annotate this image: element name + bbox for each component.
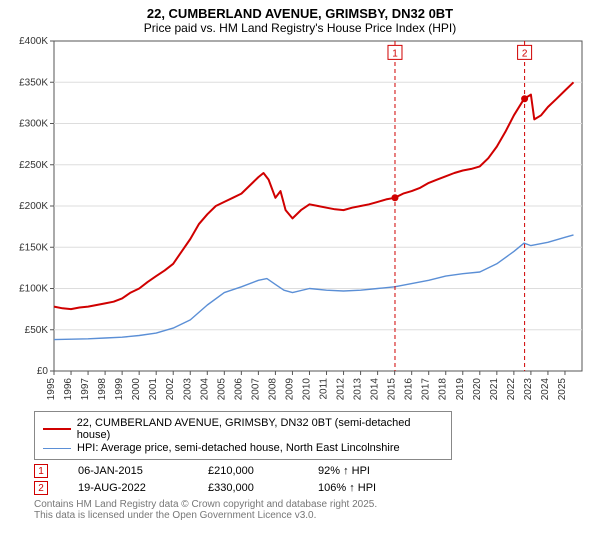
- svg-text:2016: 2016: [404, 378, 415, 401]
- svg-text:2001: 2001: [148, 378, 159, 401]
- svg-text:1995: 1995: [46, 378, 57, 401]
- titles: 22, CUMBERLAND AVENUE, GRIMSBY, DN32 0BT…: [10, 6, 590, 35]
- svg-text:£350K: £350K: [19, 77, 48, 88]
- svg-text:1996: 1996: [63, 378, 74, 401]
- legend-swatch: [43, 428, 71, 430]
- transaction-pct: 92% ↑ HPI: [318, 465, 370, 477]
- svg-text:£200K: £200K: [19, 201, 48, 212]
- svg-text:2025: 2025: [557, 378, 568, 401]
- svg-text:2010: 2010: [301, 378, 312, 401]
- svg-text:2006: 2006: [233, 378, 244, 401]
- svg-text:2008: 2008: [267, 378, 278, 401]
- svg-text:2012: 2012: [336, 378, 347, 401]
- svg-text:2024: 2024: [540, 378, 551, 401]
- chart: £0 £50K £100K £150K £200K £250K £300K £350K £400…: [10, 35, 590, 403]
- transaction-pct: 106% ↑ HPI: [318, 482, 376, 494]
- svg-text:2014: 2014: [370, 378, 381, 401]
- legend-label: HPI: Average price, semi-detached house,…: [77, 442, 400, 454]
- svg-text:2015: 2015: [387, 378, 398, 401]
- svg-text:2023: 2023: [523, 378, 534, 401]
- transaction-date: 06-JAN-2015: [78, 465, 178, 477]
- svg-text:2013: 2013: [353, 378, 364, 401]
- transaction-badge: 2: [34, 481, 48, 495]
- svg-text:2019: 2019: [455, 378, 466, 401]
- svg-text:2021: 2021: [489, 378, 500, 401]
- svg-text:2007: 2007: [250, 378, 261, 401]
- transaction-date: 19-AUG-2022: [78, 482, 178, 494]
- svg-text:2000: 2000: [131, 378, 142, 401]
- svg-text:1998: 1998: [97, 378, 108, 401]
- svg-text:£150K: £150K: [19, 242, 48, 253]
- footer-line2: This data is licensed under the Open Gov…: [34, 510, 590, 521]
- title-subtitle: Price paid vs. HM Land Registry's House …: [10, 21, 590, 35]
- svg-text:2003: 2003: [182, 378, 193, 401]
- svg-text:2004: 2004: [199, 378, 210, 401]
- title-address: 22, CUMBERLAND AVENUE, GRIMSBY, DN32 0BT: [10, 6, 590, 21]
- svg-text:£50K: £50K: [25, 325, 49, 336]
- footer: Contains HM Land Registry data © Crown c…: [34, 499, 590, 521]
- svg-text:£250K: £250K: [19, 160, 48, 171]
- transaction-price: £330,000: [208, 482, 288, 494]
- svg-text:2: 2: [522, 48, 528, 59]
- svg-text:2017: 2017: [421, 378, 432, 401]
- svg-text:2020: 2020: [472, 378, 483, 401]
- transactions-table: 1 06-JAN-2015 £210,000 92% ↑ HPI 2 19-AUG-202…: [34, 464, 590, 495]
- legend-label: 22, CUMBERLAND AVENUE, GRIMSBY, DN32 0BT…: [77, 417, 443, 441]
- svg-text:£400K: £400K: [19, 36, 48, 47]
- transaction-row: 2 19-AUG-2022 £330,000 106% ↑ HPI: [34, 481, 590, 495]
- svg-text:2011: 2011: [319, 378, 330, 400]
- footer-line1: Contains HM Land Registry data © Crown c…: [34, 499, 590, 510]
- svg-text:2022: 2022: [506, 378, 517, 401]
- svg-text:£300K: £300K: [19, 119, 48, 130]
- svg-text:£0: £0: [37, 366, 49, 377]
- svg-text:1: 1: [392, 48, 398, 59]
- svg-text:2005: 2005: [216, 378, 227, 401]
- svg-text:1999: 1999: [114, 378, 125, 401]
- svg-text:£100K: £100K: [19, 284, 48, 295]
- transaction-row: 1 06-JAN-2015 £210,000 92% ↑ HPI: [34, 464, 590, 478]
- svg-text:2002: 2002: [165, 378, 176, 401]
- chart-container: 22, CUMBERLAND AVENUE, GRIMSBY, DN32 0BT…: [0, 0, 600, 525]
- svg-text:1997: 1997: [80, 378, 91, 401]
- legend-row: HPI: Average price, semi-detached house,…: [43, 442, 443, 454]
- chart-svg: £0 £50K £100K £150K £200K £250K £300K £350K £400…: [10, 35, 590, 403]
- legend: 22, CUMBERLAND AVENUE, GRIMSBY, DN32 0BT…: [34, 411, 452, 460]
- legend-row: 22, CUMBERLAND AVENUE, GRIMSBY, DN32 0BT…: [43, 417, 443, 441]
- transaction-badge: 1: [34, 464, 48, 478]
- transaction-price: £210,000: [208, 465, 288, 477]
- legend-swatch: [43, 448, 71, 449]
- svg-text:2018: 2018: [438, 378, 449, 401]
- svg-text:2009: 2009: [284, 378, 295, 401]
